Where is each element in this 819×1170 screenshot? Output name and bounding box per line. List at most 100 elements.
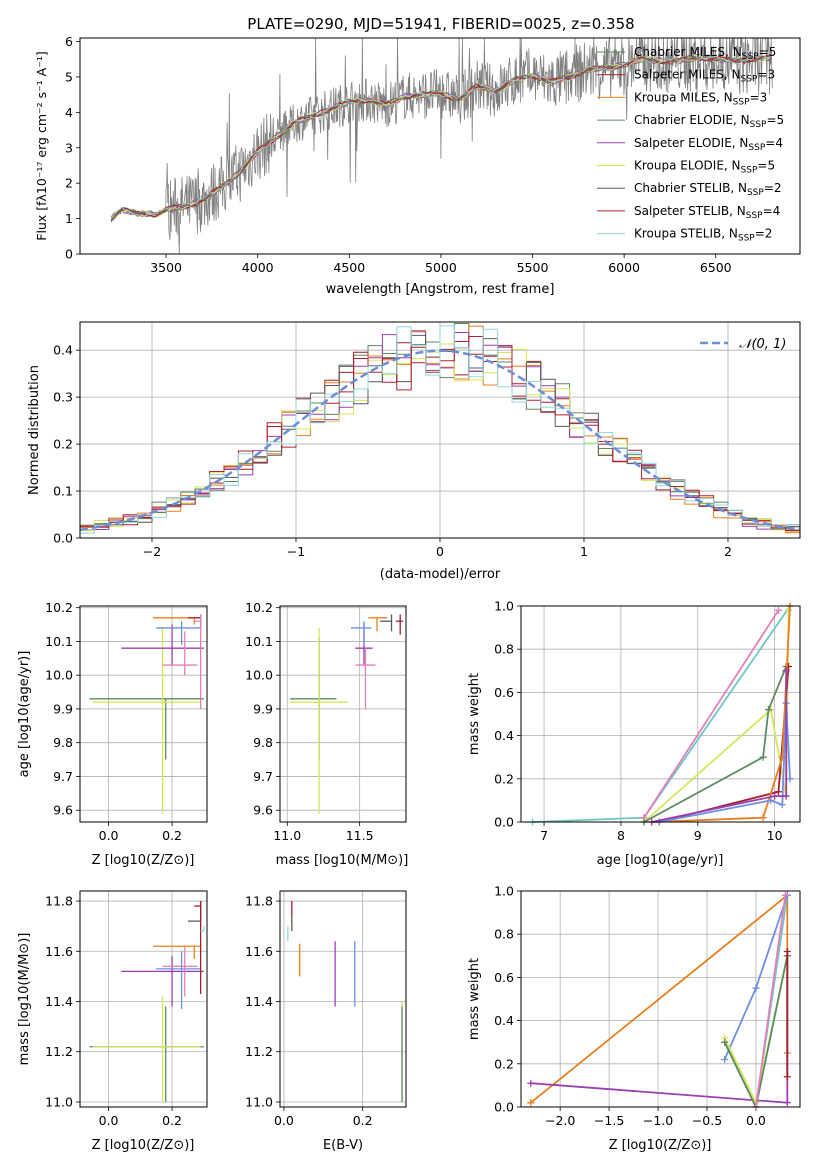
legend-label-sub: SSP [733, 97, 750, 107]
y-tick-label: 9.7 [53, 769, 73, 784]
weight-vs-metallicity-panel: −2.0 −1.5 −1.0 −0.5 0.0 0.0 0.2 0.4 0.6 0.8 1.0 Z [… [467, 884, 801, 1153]
x-tick-label: 5500 [517, 260, 549, 275]
legend-label-tail: =5 [757, 159, 775, 173]
y-tick-label: 9.9 [53, 701, 73, 716]
x-tick-label: 3500 [150, 260, 182, 275]
x-tick-label: 9 [694, 828, 702, 843]
legend-label-sub: SSP [750, 120, 767, 130]
legend-label-sub: SSP [747, 188, 764, 198]
y-tick-label: 11.0 [45, 1094, 73, 1109]
x-tick-label: 8 [617, 828, 625, 843]
legend-label-main: Chabrier ELODIE, N [634, 113, 750, 127]
weight-line [530, 955, 789, 1104]
legend-label: Salpeter ELODIE, NSSP=4 [634, 136, 783, 153]
mass-vs-metallicity-panel: 0.0 0.2 11.0 11.2 11.4 11.6 11.8 Z [log10(Z/Z⊙)… [17, 890, 208, 1153]
normal-distribution-curve [79, 349, 801, 532]
legend-label-sub: SSP [741, 75, 758, 85]
plus-marker [783, 1073, 791, 1081]
x-tick-label: 4000 [242, 260, 274, 275]
legend-label-tail: =3 [757, 68, 775, 82]
y-tick-label: 0.1 [53, 484, 73, 499]
axes-frame [279, 890, 407, 1108]
y-tick-label: 0.2 [494, 1056, 514, 1071]
plus-marker [774, 606, 782, 614]
plus-marker [786, 775, 794, 783]
x-tick-label: 7 [540, 828, 548, 843]
x-tick-label: 11.0 [273, 828, 301, 843]
y-tick-label: 9.7 [253, 769, 273, 784]
x-axis-label: Z [log10(Z/Z⊙)] [92, 1138, 195, 1153]
y-axis-label: mass weight [467, 958, 482, 1040]
legend-label: Chabrier MILES, NSSP=5 [634, 45, 776, 62]
y-axis-label: Normed distribution [27, 365, 42, 495]
legend-label-tail: =4 [765, 136, 783, 150]
y-tick-label: 4 [65, 105, 73, 120]
y-tick-label: 11.8 [245, 894, 273, 909]
legend-label-sub: SSP [748, 143, 765, 153]
weight-vs-age-panel: 7 8 9 10 0.0 0.2 0.4 0.6 0.8 1.0 age [log10(age/yr… [467, 599, 801, 868]
y-tick-label: 10.2 [45, 600, 73, 615]
axes-frame [79, 605, 208, 823]
mass-vs-extinction-panel: 0.0 0.2 11.0 11.2 11.4 11.6 11.8 E(B-V) [245, 890, 407, 1153]
legend-label: Salpeter STELIB, NSSP=4 [634, 204, 780, 221]
x-tick-label: 11.5 [346, 828, 374, 843]
y-tick-label: 11.6 [45, 944, 73, 959]
y-tick-label: 9.6 [253, 803, 273, 818]
observed-spectrum-line [110, 36, 773, 255]
legend-label-tail: =5 [766, 113, 784, 127]
legend-label-main: Salpeter ELODIE, N [634, 136, 748, 150]
age-vs-metallicity-panel: 0.0 0.2 9.6 9.7 9.8 9.9 10.0 10.1 10.2 Z [log10(Z… [17, 600, 208, 868]
plus-marker [752, 984, 760, 992]
x-tick-label: −2.0 [545, 1113, 575, 1128]
y-tick-label: 0.8 [494, 642, 514, 657]
legend-label-sub: SSP [742, 52, 759, 62]
legend-label-sub: SSP [738, 234, 755, 244]
figure-title: PLATE=0290, MJD=51941, FIBERID=0025, z=0… [247, 15, 634, 33]
y-tick-label: 9.6 [53, 803, 73, 818]
legend-label-main: Kroupa STELIB, N [634, 227, 738, 241]
legend-label: Chabrier ELODIE, NSSP=5 [634, 113, 784, 130]
spectrum-panel: 3500 4000 4500 5000 5500 6000 6500 0 1 2 3 4 5 6 Chabr… [34, 34, 801, 297]
x-tick-label: 5000 [425, 260, 457, 275]
x-tick-label: 0.0 [274, 1113, 294, 1128]
legend-label: Kroupa STELIB, NSSP=2 [634, 227, 772, 244]
x-tick-label: 6000 [608, 260, 640, 275]
x-tick-label: 0.2 [353, 1113, 373, 1128]
x-tick-label: 0 [436, 544, 444, 559]
legend-label: 𝒩(0, 1) [739, 337, 786, 352]
y-tick-label: 0 [65, 247, 73, 262]
y-tick-label: 11.8 [45, 894, 73, 909]
y-tick-label: 1 [65, 211, 73, 226]
plus-marker [764, 706, 772, 714]
legend-label-main: Salpeter MILES, N [634, 68, 741, 82]
y-axis-label: Flux [fλ10⁻¹⁷ erg cm⁻² s⁻¹ A⁻¹] [34, 51, 49, 240]
legend-label: Chabrier STELIB, NSSP=2 [634, 181, 782, 198]
x-tick-label: −0.5 [692, 1113, 722, 1128]
x-axis-label: (data-model)/error [380, 567, 501, 582]
legend-label-tail: =5 [759, 45, 777, 59]
y-tick-label: 9.8 [53, 735, 73, 750]
model-spectrum-line [110, 54, 771, 219]
y-tick-label: 6 [65, 34, 73, 49]
plus-marker [527, 1079, 535, 1087]
legend-label-sub: SSP [741, 166, 758, 176]
y-tick-label: 5 [65, 69, 73, 84]
age-vs-mass-panel: 11.0 11.5 9.6 9.7 9.8 9.9 10.0 10.1 10.2 mass [lo… [245, 600, 408, 868]
plus-marker [527, 1099, 535, 1107]
y-tick-label: 11.4 [45, 994, 73, 1009]
x-axis-label: E(B-V) [323, 1138, 363, 1153]
plus-marker [721, 1038, 729, 1046]
y-tick-label: 1.0 [494, 599, 514, 614]
y-tick-label: 11.2 [245, 1044, 273, 1059]
legend-label: Salpeter MILES, NSSP=3 [634, 68, 775, 85]
x-axis-label: mass [log10(M/M⊙)] [276, 853, 409, 868]
y-axis-label: age [log10(age/yr)] [17, 651, 32, 778]
x-tick-label: 1 [580, 544, 588, 559]
y-tick-label: 11.6 [245, 944, 273, 959]
x-tick-label: 0.0 [746, 1113, 766, 1128]
legend-label-main: Chabrier STELIB, N [634, 181, 747, 195]
weight-line [651, 605, 791, 823]
legend-label-main: Chabrier MILES, N [634, 45, 742, 59]
plus-marker [759, 753, 767, 761]
